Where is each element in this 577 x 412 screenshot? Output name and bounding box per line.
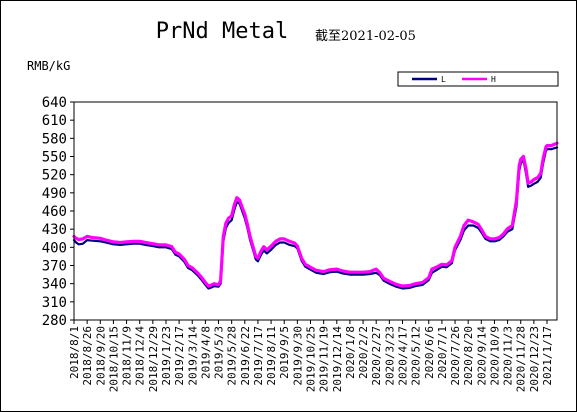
x-tick-label: 2020/7/26 xyxy=(449,326,462,386)
x-tick-label: 2020/1/8 xyxy=(344,326,357,379)
x-tick-label: 2020/9/14 xyxy=(475,326,488,386)
x-tick-label: 2019/3/14 xyxy=(186,326,199,386)
x-tick-label: 2021/1/17 xyxy=(541,326,554,386)
x-tick-label: 2019/9/30 xyxy=(291,326,304,386)
x-tick-label: 2020/5/12 xyxy=(410,326,423,386)
x-tick-label: 2020/2/2 xyxy=(357,326,370,379)
series-line-h xyxy=(72,141,559,288)
x-tick-label: 2020/11/3 xyxy=(502,326,515,386)
x-tick-label: 2019/5/3 xyxy=(213,326,226,379)
x-tick-label: 2020/2/27 xyxy=(370,326,383,386)
legend-label-h: H xyxy=(491,75,496,84)
y-tick-label: 460 xyxy=(42,204,67,220)
x-tick-label: 2018/8/26 xyxy=(81,326,94,386)
x-tick-label: 2018/9/20 xyxy=(94,326,107,386)
x-tick-label: 2018/11/9 xyxy=(121,326,134,386)
y-tick-label: 580 xyxy=(42,131,67,147)
x-tick-label: 2020/4/17 xyxy=(396,326,409,386)
x-tick-label: 2020/7/1 xyxy=(436,326,449,379)
y-tick-label: 610 xyxy=(42,113,67,129)
x-tick-label: 2019/2/17 xyxy=(173,326,186,386)
x-tick-label: 2019/5/28 xyxy=(226,326,239,386)
x-tick-label: 2019/10/25 xyxy=(305,326,318,392)
y-tick-label: 280 xyxy=(42,313,67,329)
x-tick-label: 2019/6/22 xyxy=(239,326,252,386)
chart-subtitle: 截至2021-02-05 xyxy=(315,29,416,44)
x-tick-label: 2018/10/15 xyxy=(107,326,120,392)
y-tick-label: 310 xyxy=(42,295,67,311)
x-tick-label: 2019/4/8 xyxy=(199,326,212,379)
x-tick-label: 2018/8/1 xyxy=(68,326,81,379)
y-axis-label: RMB/kG xyxy=(27,59,70,73)
y-tick-label: 370 xyxy=(42,259,67,275)
x-tick-label: 2020/8/20 xyxy=(462,326,475,386)
y-axis: 280 310 340 370 400 430 460 490 520 550 580 610 640 xyxy=(42,95,74,329)
legend-label-l: L xyxy=(441,75,446,84)
y-tick-label: 340 xyxy=(42,277,67,293)
x-tick-label: 2018/12/29 xyxy=(147,326,160,392)
y-tick-label: 430 xyxy=(42,222,67,238)
y-tick-label: 550 xyxy=(42,150,67,166)
x-tick-label: 2020/6/6 xyxy=(423,326,436,379)
x-axis: 2018/8/1 2018/8/26 2018/9/20 2018/10/15 2018… xyxy=(68,320,554,392)
x-tick-label: 2019/11/19 xyxy=(318,326,331,392)
x-tick-label: 2019/8/11 xyxy=(265,326,278,386)
y-tick-label: 640 xyxy=(42,95,67,111)
y-tick-label: 490 xyxy=(42,186,67,202)
x-tick-label: 2018/12/4 xyxy=(134,326,147,386)
chart-title: PrNd Metal xyxy=(156,19,288,44)
legend: L H xyxy=(397,71,559,87)
x-tick-label: 2020/3/23 xyxy=(383,326,396,386)
x-tick-label: 2019/12/14 xyxy=(331,326,344,393)
x-tick-label: 2019/1/23 xyxy=(160,326,173,386)
y-tick-label: 400 xyxy=(42,240,67,256)
x-tick-label: 2020/12/23 xyxy=(528,326,541,392)
x-tick-label: 2020/11/28 xyxy=(515,326,528,392)
series-layer xyxy=(72,141,559,290)
x-tick-label: 2020/10/9 xyxy=(488,326,501,386)
x-tick-label: 2019/9/5 xyxy=(278,326,291,379)
x-tick-label: 2019/7/17 xyxy=(252,326,265,386)
y-tick-label: 520 xyxy=(42,168,67,184)
plot-area xyxy=(73,101,558,321)
